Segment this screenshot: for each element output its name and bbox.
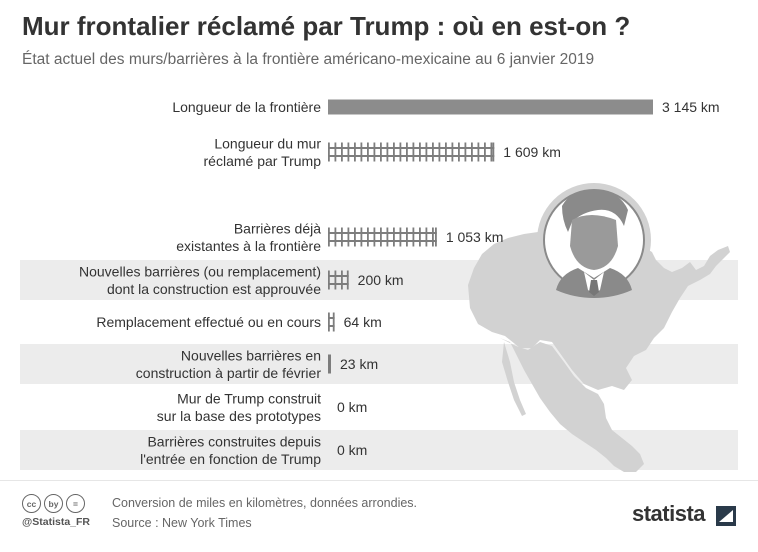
category-label: Longueur du mur réclamé par Trump	[204, 135, 322, 169]
bar-chart: Longueur de la frontière 3 145 km Longueur…	[20, 99, 738, 472]
trump-portrait-icon	[537, 183, 651, 298]
brand-logo[interactable]: statista	[632, 501, 706, 526]
value-label: 0 km	[337, 399, 367, 415]
no-derivatives-icon: =	[66, 494, 85, 513]
value-label: 200 km	[358, 272, 404, 288]
category-label: Barrières construites depuis l'entrée en …	[140, 433, 321, 467]
bar-2	[328, 227, 437, 247]
category-label: Mur de Trump construit sur la base des pr…	[157, 390, 321, 424]
brand-mark-icon	[716, 506, 736, 526]
bar-5	[328, 354, 331, 374]
bar-rect	[328, 99, 653, 115]
category-label: Nouvelles barrières en construction à par…	[136, 347, 322, 381]
value-label: 0 km	[337, 442, 367, 458]
social-handle[interactable]: @Statista_FR	[22, 516, 91, 528]
category-label: Nouvelles barrières (ou remplacement) don…	[79, 263, 321, 297]
bar-1	[328, 142, 495, 162]
source-note: Source : New York Times	[112, 516, 252, 530]
footnote: Conversion de miles en kilomètres, donné…	[112, 496, 418, 510]
category-label: Remplacement effectué ou en cours	[96, 314, 321, 330]
value-label: 1 053 km	[446, 229, 504, 245]
category-label: Barrières déjà existantes à la frontière	[176, 220, 321, 254]
bar-4	[328, 312, 335, 332]
value-label: 64 km	[344, 314, 382, 330]
attribution-icon: by	[44, 494, 63, 513]
us-mexico-map	[468, 232, 730, 472]
license-icons: cc by =	[22, 494, 85, 513]
chart-area: Longueur de la frontière 3 145 km Longueur…	[0, 80, 758, 480]
footer-divider	[0, 480, 758, 481]
bar-0	[328, 99, 653, 115]
chart-title: Mur frontalier réclamé par Trump : où en…	[22, 11, 631, 41]
cc-icon: cc	[22, 494, 41, 513]
bar-3	[328, 270, 349, 290]
value-label: 1 609 km	[503, 144, 561, 160]
value-label: 23 km	[340, 356, 378, 372]
category-label: Longueur de la frontière	[172, 99, 321, 115]
value-label: 3 145 km	[662, 99, 720, 115]
chart-subtitle: État actuel des murs/barrières à la fron…	[22, 51, 595, 68]
